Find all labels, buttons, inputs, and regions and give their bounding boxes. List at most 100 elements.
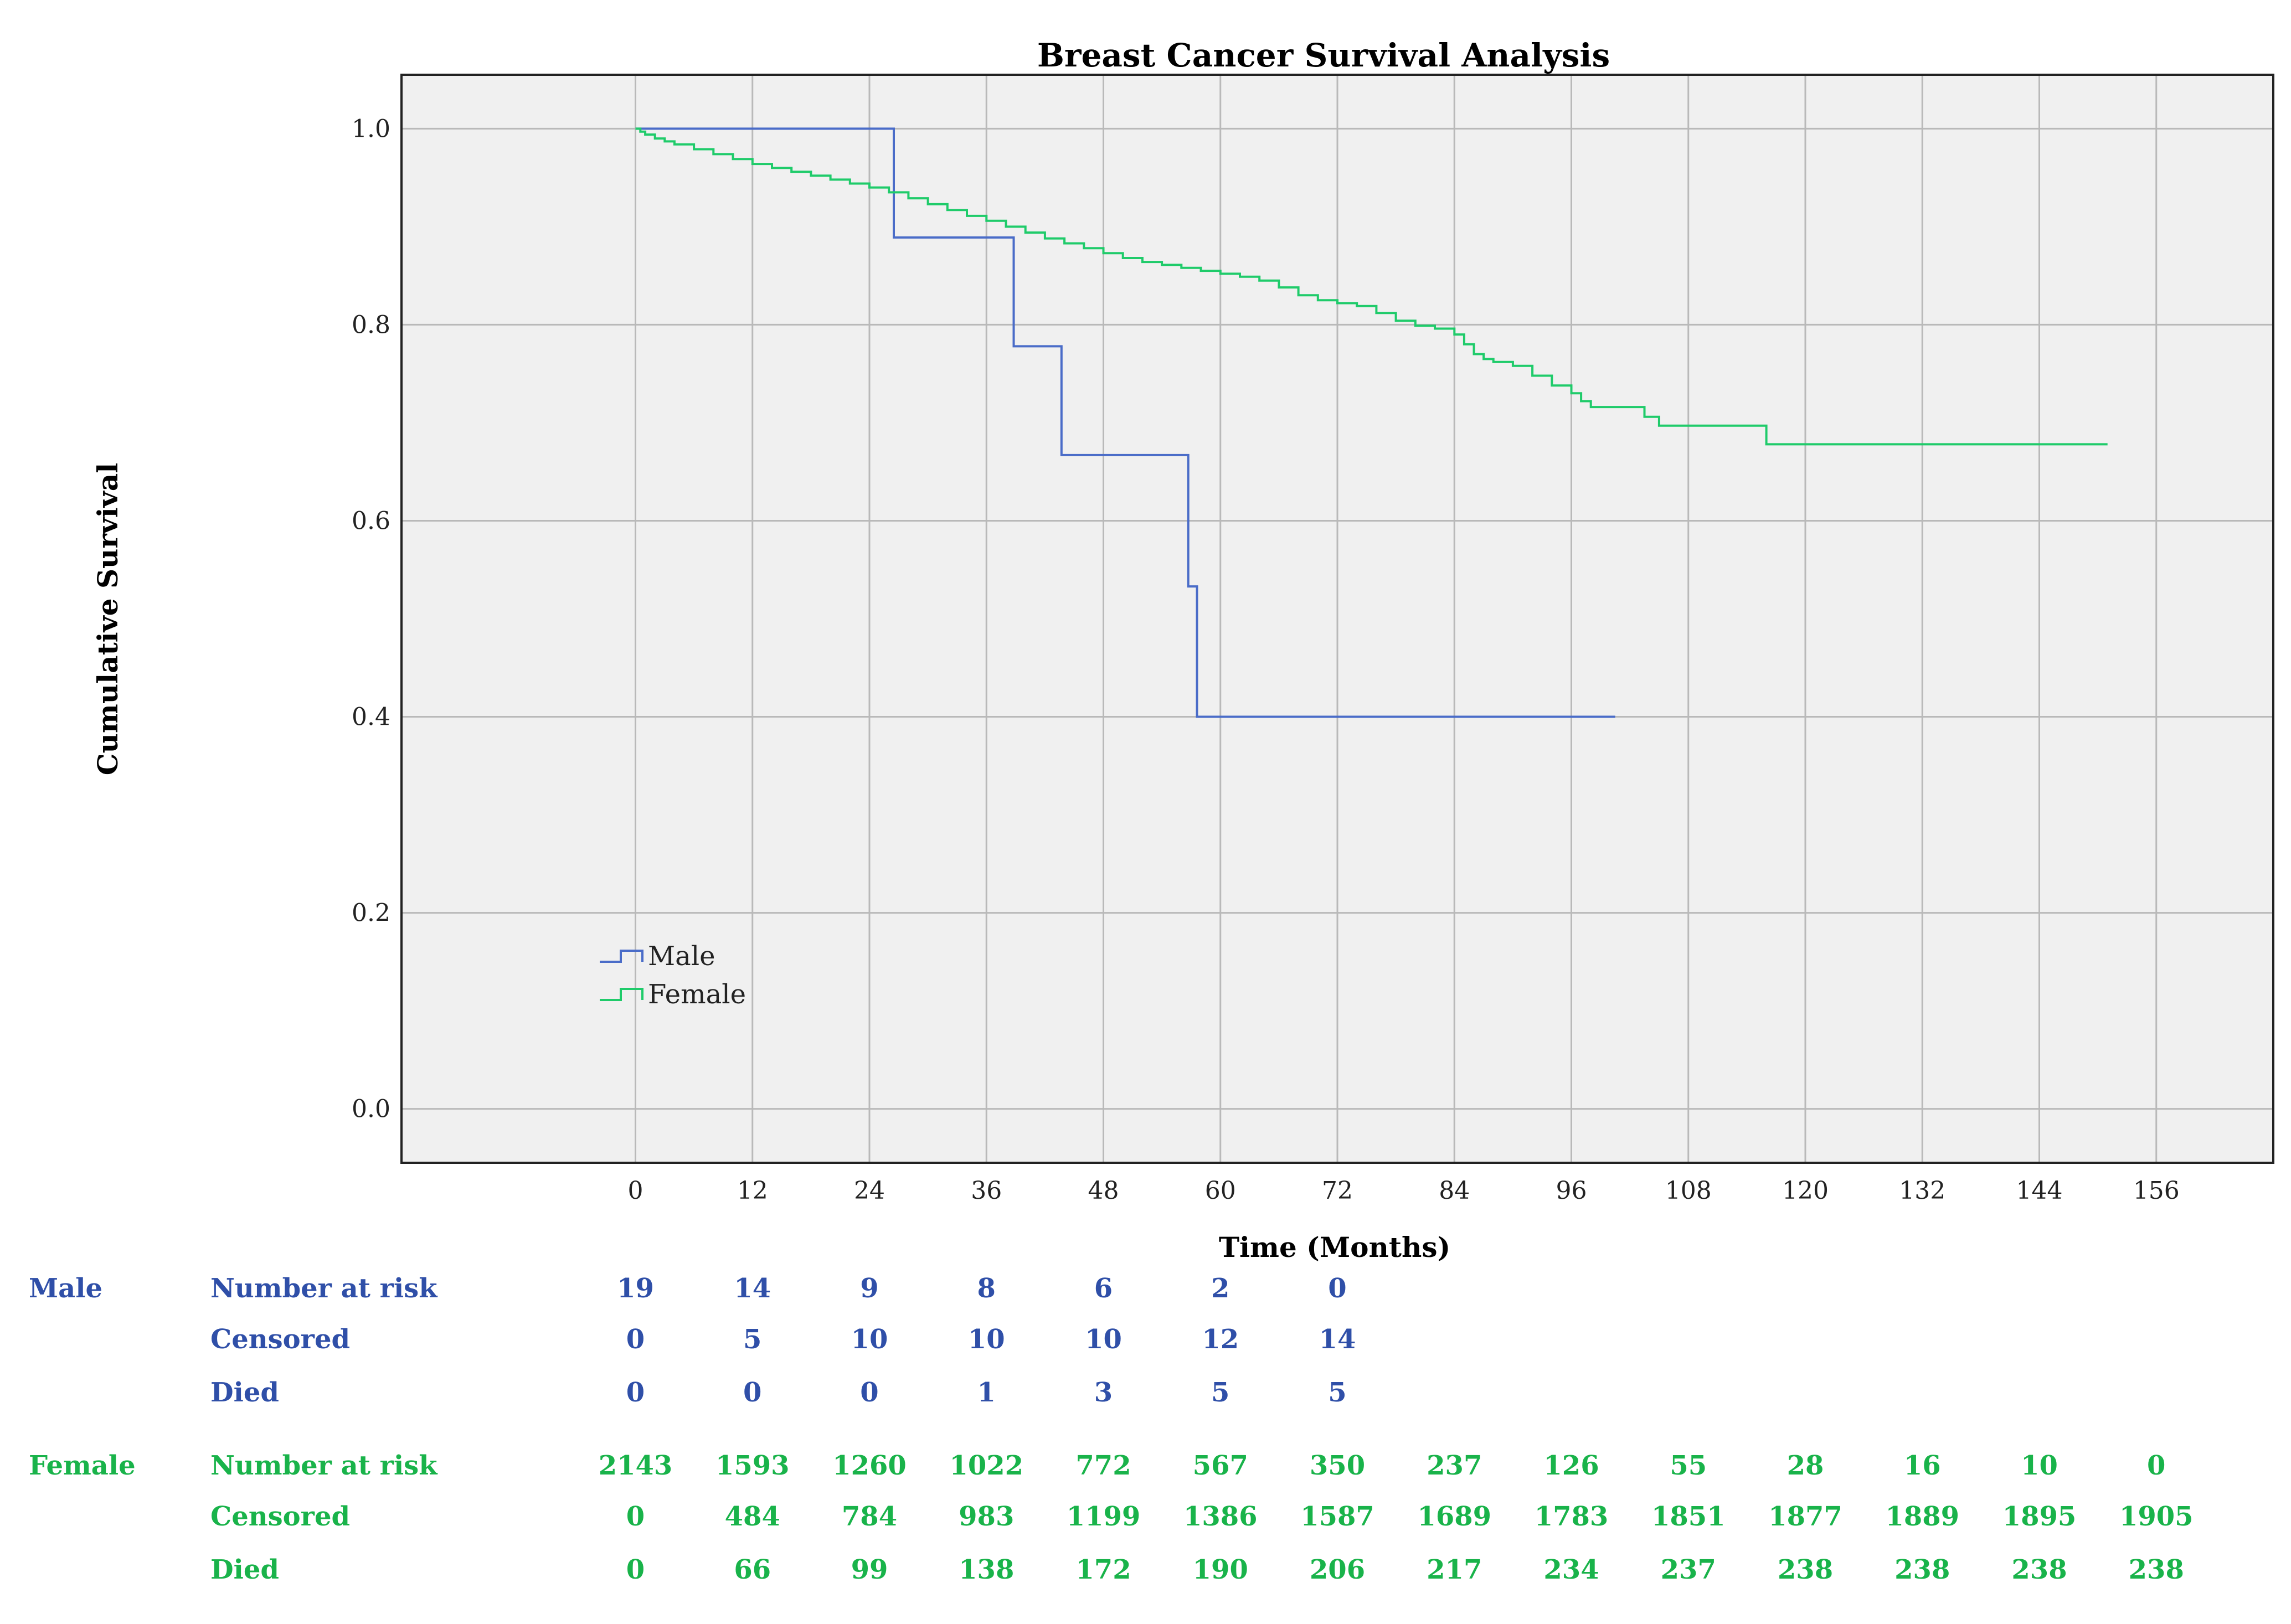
risk-value-female: 138 bbox=[959, 1554, 1014, 1585]
risk-value-male: 0 bbox=[743, 1377, 761, 1408]
risk-value-male: 12 bbox=[1202, 1324, 1239, 1355]
y-tick-label: 0.8 bbox=[352, 311, 390, 339]
risk-value-female: 1587 bbox=[1300, 1501, 1374, 1532]
risk-value-male: 10 bbox=[851, 1324, 888, 1355]
risk-value-male: 14 bbox=[734, 1273, 771, 1304]
risk-value-female: 238 bbox=[1778, 1554, 1833, 1585]
risk-value-male: 0 bbox=[626, 1324, 645, 1355]
risk-value-male: 2 bbox=[1211, 1273, 1229, 1304]
risk-value-female: 190 bbox=[1193, 1554, 1248, 1585]
risk-value-female: 0 bbox=[2147, 1450, 2165, 1481]
x-tick-label: 132 bbox=[1899, 1177, 1945, 1205]
plot-frame bbox=[400, 74, 2274, 1164]
risk-value-female: 237 bbox=[1661, 1554, 1716, 1585]
risk-value-female: 238 bbox=[2011, 1554, 2067, 1585]
x-tick-label: 96 bbox=[1556, 1177, 1587, 1205]
risk-value-female: 238 bbox=[2129, 1554, 2184, 1585]
risk-value-male: 1 bbox=[977, 1377, 996, 1408]
risk-value-female: 234 bbox=[1543, 1554, 1599, 1585]
risk-value-female: 1895 bbox=[2002, 1501, 2077, 1532]
risk-value-male: 8 bbox=[977, 1273, 996, 1304]
y-tick-label: 0.0 bbox=[352, 1095, 390, 1123]
risk-value-female: 1593 bbox=[715, 1450, 790, 1481]
risk-value-male: 3 bbox=[1094, 1377, 1113, 1408]
risk-value-female: 172 bbox=[1075, 1554, 1131, 1585]
risk-value-female: 66 bbox=[734, 1554, 771, 1585]
risk-value-female: 983 bbox=[959, 1501, 1014, 1532]
y-tick-label: 1.0 bbox=[352, 115, 390, 143]
risk-value-female: 126 bbox=[1543, 1450, 1599, 1481]
risk-row-label: Censored bbox=[210, 1501, 350, 1532]
risk-value-female: 1905 bbox=[2119, 1501, 2194, 1532]
x-axis-label: Time (Months) bbox=[1219, 1231, 1450, 1264]
risk-value-male: 0 bbox=[860, 1377, 878, 1408]
risk-value-female: 1851 bbox=[1651, 1501, 1726, 1532]
risk-value-female: 237 bbox=[1427, 1450, 1482, 1481]
y-tick-labels: 0.0 0.2 0.4 0.6 0.8 1.0 bbox=[352, 115, 390, 1123]
risk-value-female: 1689 bbox=[1417, 1501, 1491, 1532]
risk-value-male: 9 bbox=[860, 1273, 878, 1304]
x-tick-labels: 0 12 24 36 48 60 72 84 96 108 120 132 144 156 bbox=[628, 1177, 2180, 1205]
risk-value-male: 14 bbox=[1319, 1324, 1356, 1355]
risk-value-male: 5 bbox=[1328, 1377, 1346, 1408]
legend-male-swatch bbox=[600, 950, 643, 963]
risk-value-male: 0 bbox=[626, 1377, 645, 1408]
x-tick-label: 120 bbox=[1782, 1177, 1829, 1205]
risk-value-male: 0 bbox=[1328, 1273, 1346, 1304]
risk-value-female: 10 bbox=[2021, 1450, 2058, 1481]
risk-value-female: 0 bbox=[626, 1554, 645, 1585]
risk-value-female: 1783 bbox=[1535, 1501, 1609, 1532]
risk-row-label: Died bbox=[210, 1554, 279, 1585]
risk-value-female: 484 bbox=[725, 1501, 780, 1532]
risk-row-label: Died bbox=[210, 1377, 279, 1408]
risk-value-male: 19 bbox=[617, 1273, 654, 1304]
y-tick-label: 0.4 bbox=[352, 703, 390, 731]
risk-value-male: 5 bbox=[1211, 1377, 1229, 1408]
x-tick-label: 24 bbox=[854, 1177, 885, 1205]
risk-value-female: 567 bbox=[1193, 1450, 1248, 1481]
risk-value-male: 6 bbox=[1094, 1273, 1113, 1304]
risk-value-male: 10 bbox=[1085, 1324, 1122, 1355]
series-lines bbox=[635, 127, 2108, 718]
legend: Male Female bbox=[600, 941, 746, 1010]
risk-group-male: Male bbox=[29, 1273, 102, 1304]
x-tick-label: 72 bbox=[1322, 1177, 1353, 1205]
risk-value-female: 217 bbox=[1427, 1554, 1482, 1585]
risk-value-female: 1199 bbox=[1067, 1501, 1141, 1532]
x-tick-label: 156 bbox=[2133, 1177, 2180, 1205]
x-tick-label: 84 bbox=[1439, 1177, 1470, 1205]
x-tick-label: 0 bbox=[628, 1177, 643, 1205]
risk-value-female: 1022 bbox=[949, 1450, 1023, 1481]
risk-value-female: 772 bbox=[1075, 1450, 1131, 1481]
legend-female-label: Female bbox=[648, 979, 746, 1010]
risk-value-female: 99 bbox=[851, 1554, 888, 1585]
legend-female-swatch bbox=[600, 988, 643, 1001]
risk-value-female: 16 bbox=[1904, 1450, 1941, 1481]
legend-male-label: Male bbox=[648, 941, 715, 972]
risk-value-female: 238 bbox=[1894, 1554, 1950, 1585]
risk-value-female: 350 bbox=[1310, 1450, 1365, 1481]
x-tick-label: 60 bbox=[1205, 1177, 1236, 1205]
risk-value-female: 2143 bbox=[599, 1450, 673, 1481]
y-tick-label: 0.6 bbox=[352, 507, 390, 535]
grid-lines bbox=[401, 75, 2273, 1163]
risk-value-female: 1889 bbox=[1885, 1501, 1959, 1532]
x-tick-label: 144 bbox=[2016, 1177, 2063, 1205]
risk-value-female: 1260 bbox=[832, 1450, 907, 1481]
risk-row-label: Censored bbox=[210, 1324, 350, 1355]
y-tick-label: 0.2 bbox=[352, 899, 390, 927]
risk-value-female: 28 bbox=[1787, 1450, 1824, 1481]
risk-group-female: Female bbox=[29, 1450, 136, 1481]
risk-row-label: Number at risk bbox=[210, 1273, 438, 1304]
risk-value-female: 784 bbox=[842, 1501, 897, 1532]
risk-value-male: 10 bbox=[968, 1324, 1005, 1355]
chart-title: Breast Cancer Survival Analysis bbox=[1037, 37, 1610, 74]
x-tick-label: 36 bbox=[971, 1177, 1002, 1205]
risk-value-female: 1877 bbox=[1768, 1501, 1842, 1532]
risk-value-female: 1386 bbox=[1183, 1501, 1258, 1532]
x-tick-label: 48 bbox=[1088, 1177, 1119, 1205]
series-line-male bbox=[635, 127, 1615, 718]
y-axis-label: Cumulative Survival bbox=[91, 463, 124, 775]
